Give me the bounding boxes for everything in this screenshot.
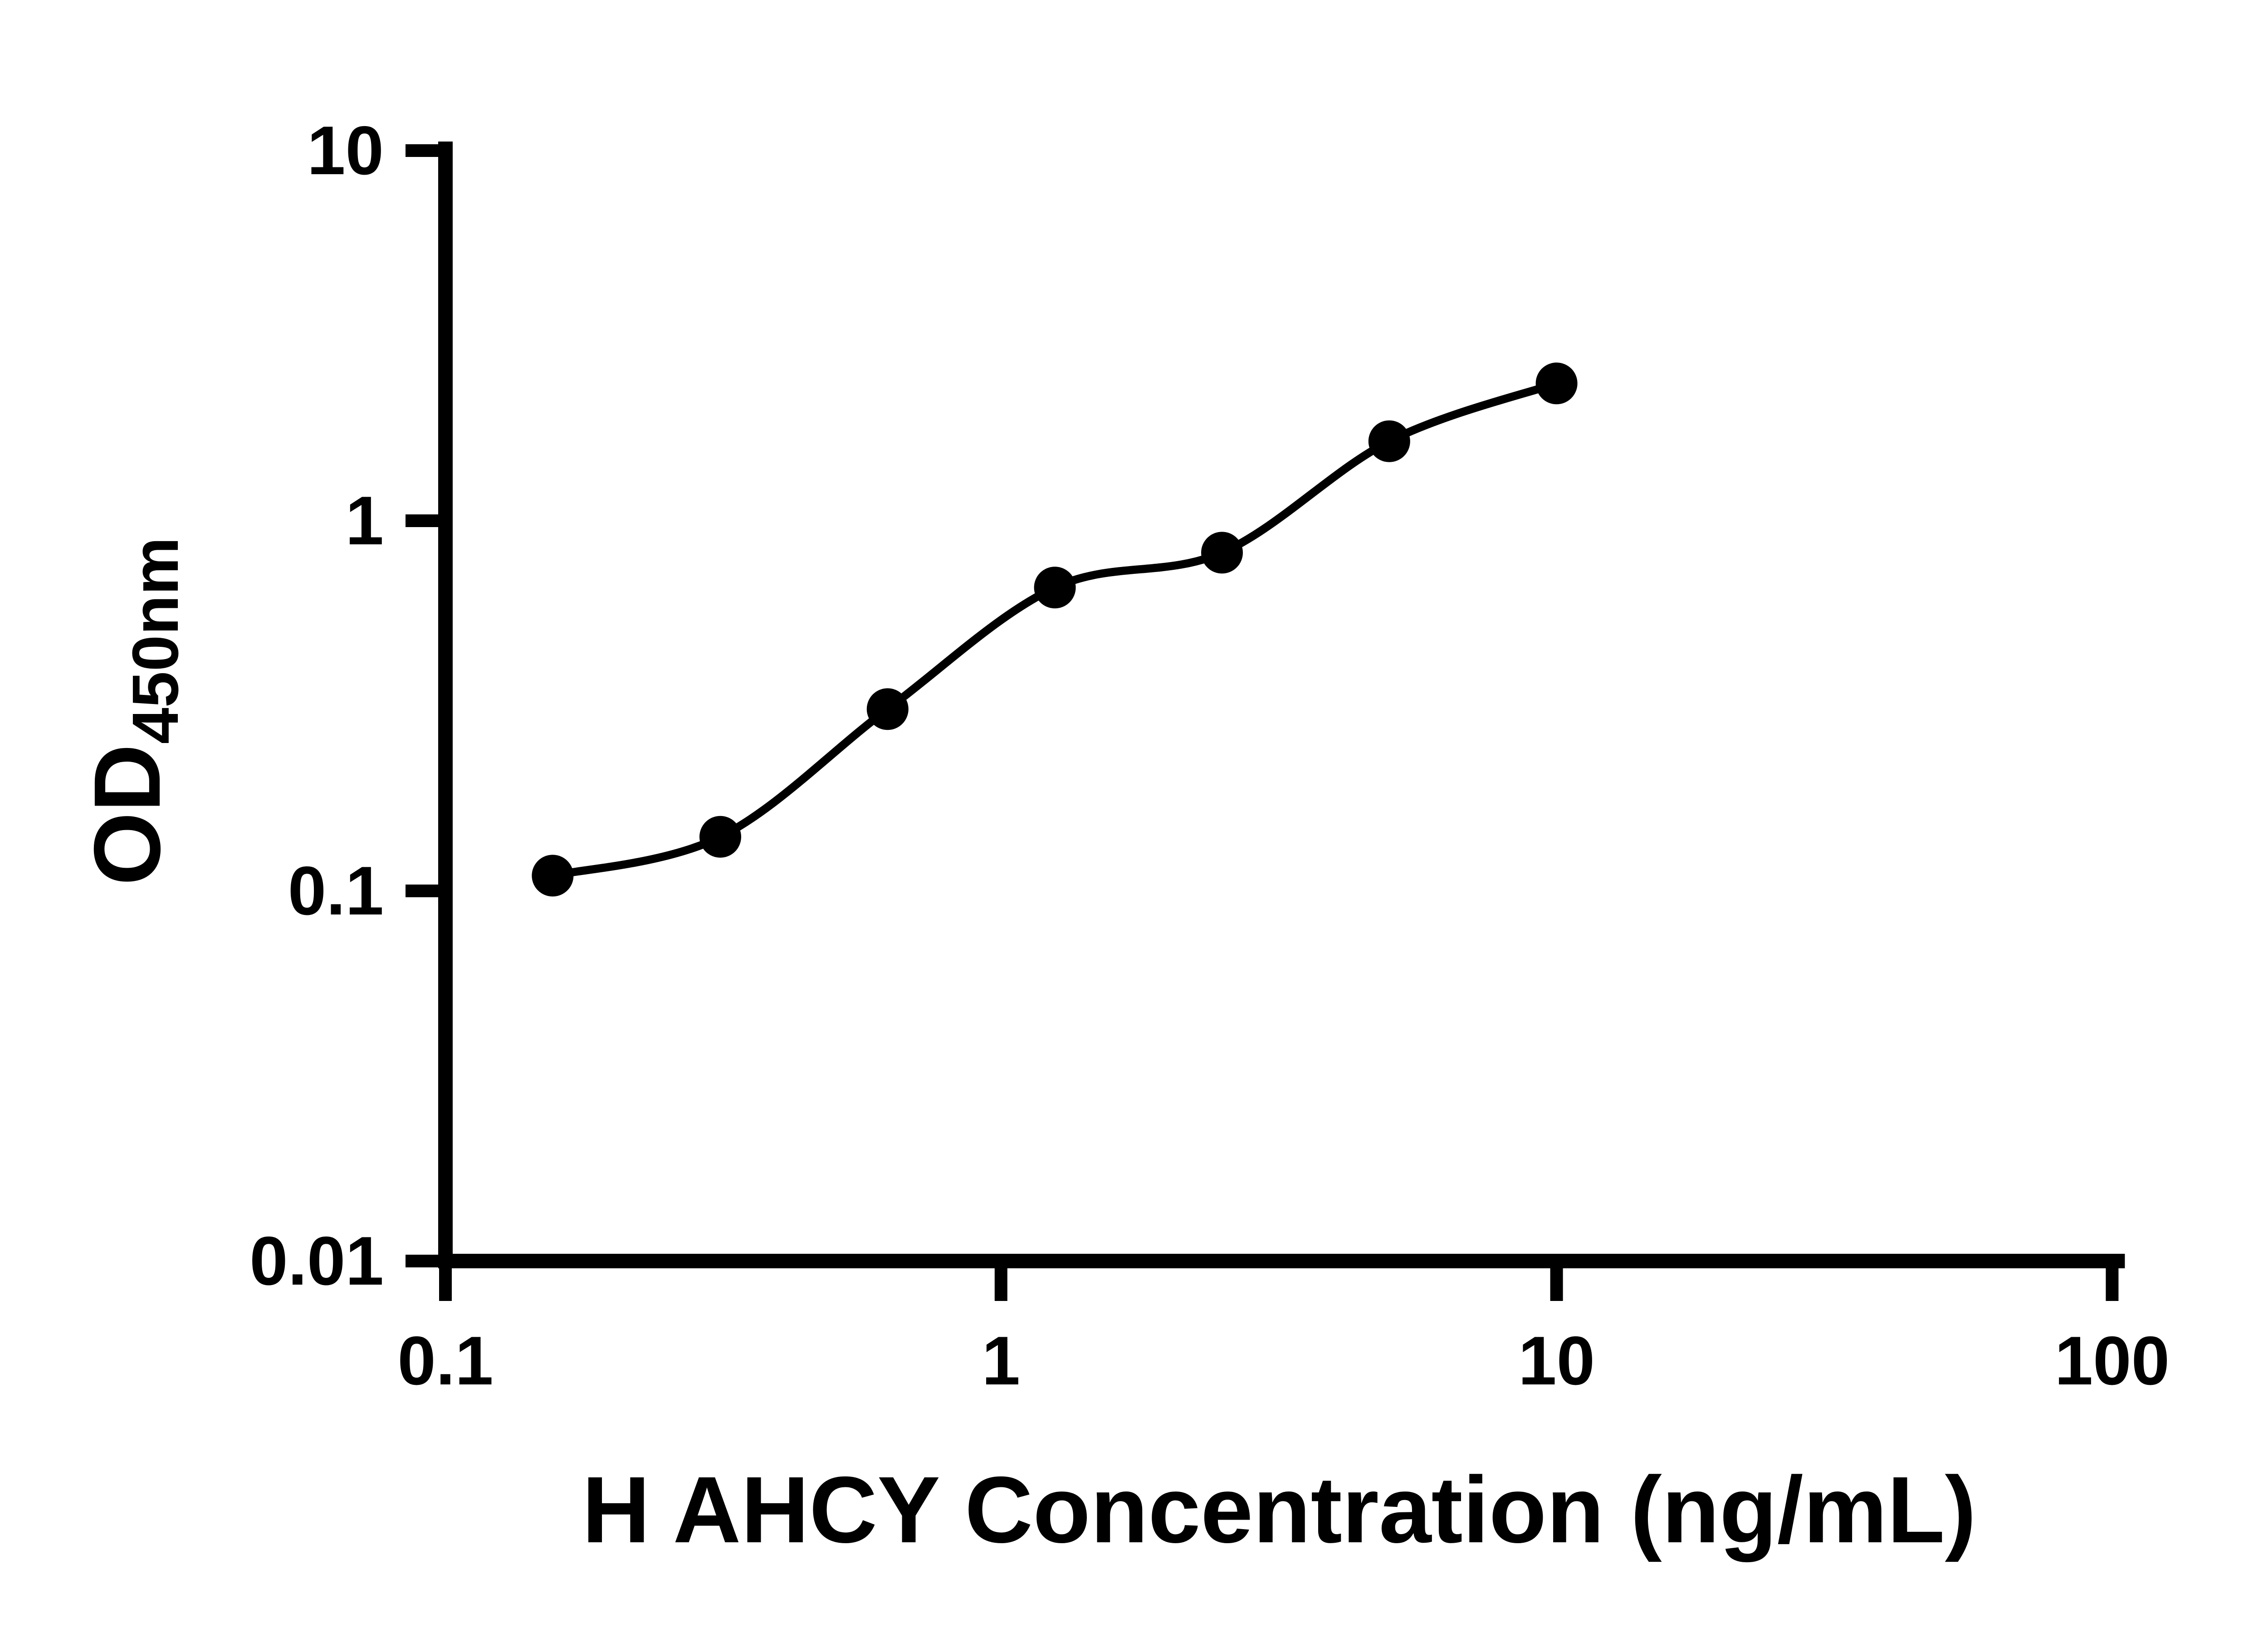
data-layer	[532, 362, 1578, 897]
y-axis-title: OD450nm	[75, 537, 192, 885]
y-axis-title-subscript: 450nm	[119, 537, 192, 744]
data-point	[1201, 532, 1243, 574]
y-axis-title-main: OD	[75, 744, 180, 885]
data-point	[699, 816, 741, 858]
fit-curve	[548, 379, 1561, 880]
y-tick-label: 1	[345, 482, 384, 559]
y-tick-label: 10	[307, 112, 384, 189]
y-tick-label: 0.1	[288, 852, 384, 929]
data-point	[1034, 567, 1076, 609]
data-point	[532, 855, 574, 897]
x-tick-label: 1	[982, 1322, 1021, 1399]
x-tick-label: 10	[1518, 1322, 1595, 1399]
data-point	[1535, 362, 1578, 405]
y-tick-label: 0.01	[249, 1222, 384, 1300]
x-tick-label: 100	[2055, 1322, 2170, 1399]
x-tick-label: 0.1	[397, 1322, 493, 1399]
axes-frame	[438, 142, 2125, 1268]
x-axis-title: H AHCY Concentration (ng/mL)	[582, 1457, 1976, 1563]
data-point	[1368, 420, 1410, 462]
data-point	[866, 688, 909, 730]
